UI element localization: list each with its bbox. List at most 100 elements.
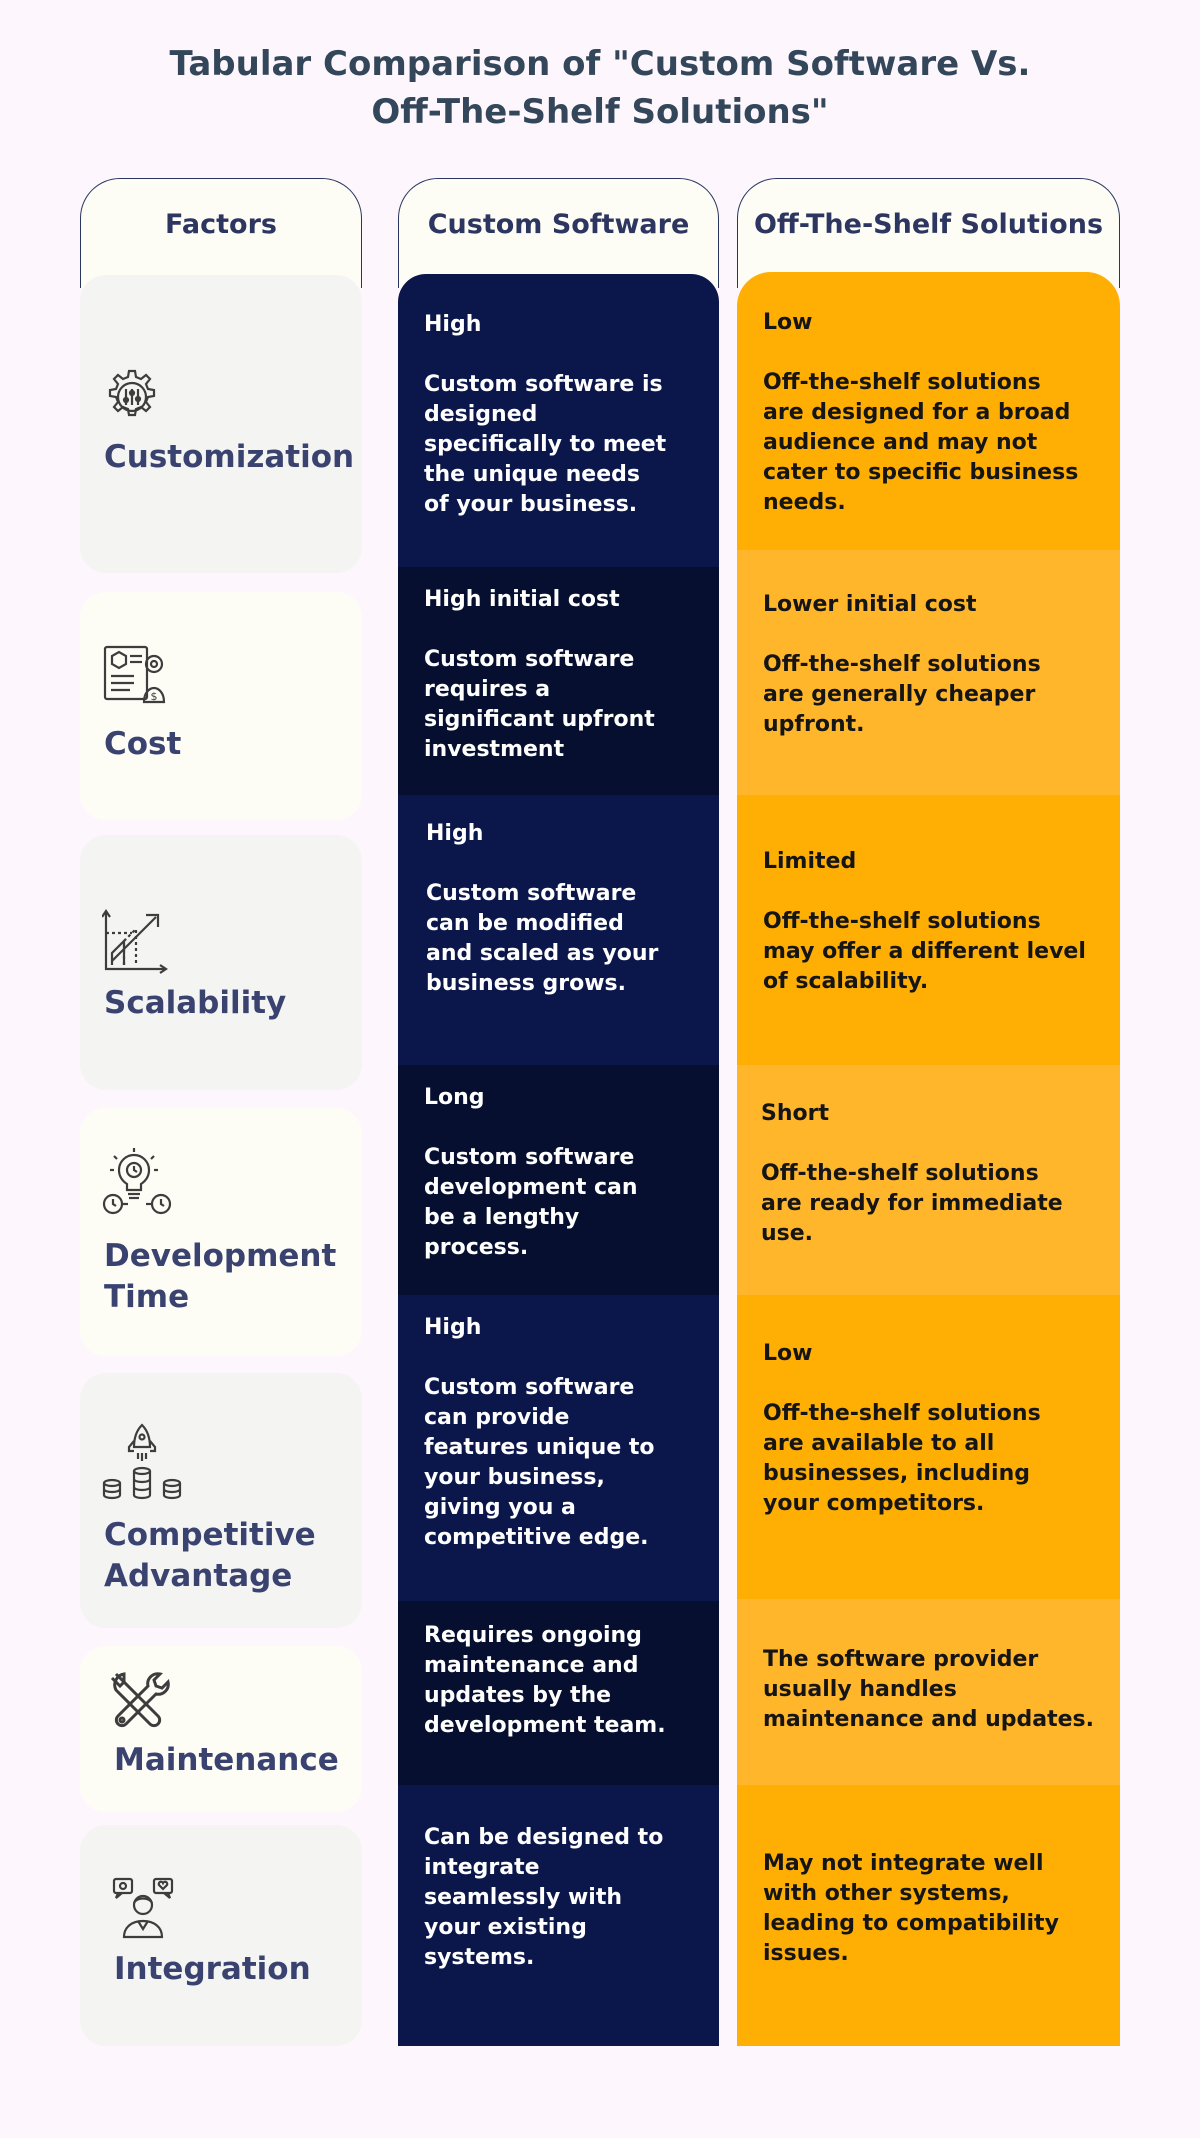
- ots-cell-scalability: Limited Off-the-shelf solutions may offe…: [737, 795, 1120, 1065]
- desc-line: are ready for immediate: [761, 1191, 1063, 1216]
- custom-description: Custom software is designed specifically…: [424, 370, 701, 520]
- desc-line: issues.: [763, 1941, 849, 1966]
- factor-name: Scalability: [104, 985, 287, 1021]
- custom-cell-competitive-advantage: High Custom software can provide feature…: [398, 1295, 719, 1601]
- factor-name-line-1: Development: [104, 1238, 337, 1274]
- desc-line: Custom software: [424, 1375, 635, 1400]
- desc-line: are available to all: [763, 1431, 995, 1456]
- desc-line: use.: [761, 1221, 814, 1246]
- desc-line: audience and may not: [763, 430, 1038, 455]
- desc-line: businesses, including: [763, 1461, 1030, 1486]
- desc-line: systems.: [424, 1945, 535, 1970]
- header-factors-label: Factors: [165, 209, 277, 240]
- desc-line: your existing: [424, 1915, 587, 1940]
- ots-cell-competitive-advantage: Low Off-the-shelf solutions are availabl…: [737, 1295, 1120, 1599]
- desc-line: upfront.: [763, 712, 865, 737]
- ots-label: Low: [763, 1341, 813, 1366]
- desc-line: seamlessly with: [424, 1885, 623, 1910]
- ots-label: Lower initial cost: [763, 592, 977, 617]
- desc-line: giving you a: [424, 1495, 576, 1520]
- factor-name-line-2: Advantage: [104, 1558, 293, 1594]
- desc-line: may offer a different level: [763, 939, 1086, 964]
- factor-name: Integration: [114, 1951, 311, 1987]
- desc-line: and scaled as your: [426, 941, 659, 966]
- ots-label: Low: [763, 310, 813, 335]
- ots-description: Off-the-shelf solutions are available to…: [763, 1399, 1102, 1519]
- desc-line: of scalability.: [763, 969, 929, 994]
- factor-cell-integration: Integration: [80, 1825, 362, 2046]
- desc-line: with other systems,: [763, 1881, 1010, 1906]
- desc-line: your competitors.: [763, 1491, 985, 1516]
- factor-cell-cost: $ Cost: [80, 592, 362, 820]
- header-off-the-shelf: Off-The-Shelf Solutions: [737, 178, 1120, 288]
- desc-line: maintenance and updates.: [763, 1707, 1095, 1732]
- desc-line: Custom software: [426, 881, 637, 906]
- desc-line: significant upfront: [424, 707, 655, 732]
- desc-line: Off-the-shelf solutions: [763, 909, 1041, 934]
- header-custom-software: Custom Software: [398, 178, 719, 288]
- desc-line: be a lengthy: [424, 1205, 580, 1230]
- desc-line: integrate: [424, 1855, 540, 1880]
- desc-line: your business,: [424, 1465, 605, 1490]
- factor-cell-development-time: Development Time: [80, 1108, 362, 1356]
- header-factors: Factors: [80, 178, 362, 288]
- ots-label: Short: [761, 1101, 829, 1126]
- desc-line: requires a: [424, 677, 551, 702]
- integration-person-icon: [112, 1877, 174, 1939]
- ots-description: The software provider usually handles ma…: [763, 1645, 1102, 1735]
- desc-line: Off-the-shelf solutions: [763, 652, 1041, 677]
- custom-label: Long: [424, 1085, 485, 1110]
- desc-line: updates by the: [424, 1683, 612, 1708]
- custom-cell-development-time: Long Custom software development can be …: [398, 1065, 719, 1295]
- custom-description: Requires ongoing maintenance and updates…: [424, 1621, 701, 1741]
- ots-description: May not integrate well with other system…: [763, 1849, 1102, 1969]
- desc-line: needs.: [763, 490, 846, 515]
- factor-cell-competitive-advantage: Competitive Advantage: [80, 1373, 362, 1628]
- desc-line: business grows.: [426, 971, 626, 996]
- growth-chart-icon: [102, 909, 168, 974]
- ots-description: Off-the-shelf solutions are designed for…: [763, 368, 1102, 518]
- custom-description: Custom software can be modified and scal…: [426, 879, 701, 999]
- desc-line: Can be designed to: [424, 1825, 664, 1850]
- factor-name-line-2: Time: [104, 1279, 190, 1315]
- ots-label: Limited: [763, 849, 857, 874]
- desc-line: designed: [424, 402, 538, 427]
- rocket-coins-icon: [102, 1423, 182, 1500]
- title-line-1: Tabular Comparison of "Custom Software V…: [169, 44, 1031, 84]
- factor-cell-customization: Customization: [80, 275, 362, 573]
- ots-description: Off-the-shelf solutions may offer a diff…: [763, 907, 1102, 997]
- desc-line: the unique needs: [424, 462, 640, 487]
- gear-dial-icon: [108, 369, 156, 417]
- page-title: Tabular Comparison of "Custom Software V…: [0, 40, 1200, 136]
- desc-line: The software provider: [763, 1647, 1039, 1672]
- desc-line: are designed for a broad: [763, 400, 1071, 425]
- desc-line: can be modified: [426, 911, 624, 936]
- ots-cell-maintenance: The software provider usually handles ma…: [737, 1599, 1120, 1785]
- ots-description: Off-the-shelf solutions are generally ch…: [763, 650, 1102, 740]
- custom-cell-integration: Can be designed to integrate seamlessly …: [398, 1785, 719, 2046]
- desc-line: Custom software is: [424, 372, 663, 397]
- ots-description: Off-the-shelf solutions are ready for im…: [761, 1159, 1102, 1249]
- custom-cell-scalability: High Custom software can be modified and…: [398, 795, 719, 1065]
- header-custom-software-label: Custom Software: [427, 209, 690, 240]
- desc-line: development team.: [424, 1713, 666, 1738]
- factor-name: Maintenance: [114, 1742, 339, 1778]
- desc-line: Custom software: [424, 1145, 635, 1170]
- desc-line: Custom software: [424, 647, 635, 672]
- custom-label: High: [424, 312, 482, 337]
- custom-label: High initial cost: [424, 587, 620, 612]
- desc-line: usually handles: [763, 1677, 957, 1702]
- custom-description: Custom software development can be a len…: [424, 1143, 701, 1263]
- lightbulb-clock-icon: [102, 1148, 172, 1215]
- tools-icon: [110, 1672, 170, 1728]
- off-the-shelf-column: Low Off-the-shelf solutions are designed…: [737, 272, 1120, 2046]
- desc-line: can provide: [424, 1405, 570, 1430]
- desc-line: process.: [424, 1235, 529, 1260]
- desc-line: Off-the-shelf solutions: [761, 1161, 1039, 1186]
- desc-line: Off-the-shelf solutions: [763, 1401, 1041, 1426]
- desc-line: Off-the-shelf solutions: [763, 370, 1041, 395]
- header-off-the-shelf-label: Off-The-Shelf Solutions: [753, 209, 1104, 240]
- desc-line: maintenance and: [424, 1653, 639, 1678]
- custom-description: Custom software requires a significant u…: [424, 645, 701, 765]
- factor-name-line-1: Competitive: [104, 1517, 316, 1553]
